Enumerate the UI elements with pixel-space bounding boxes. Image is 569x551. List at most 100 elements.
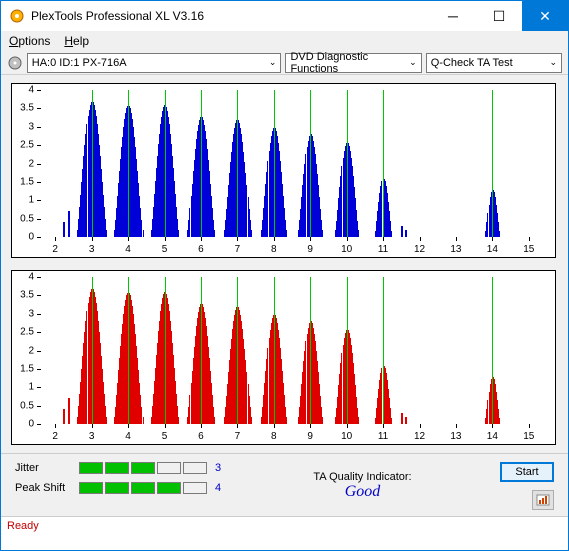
bottom-panel: Jitter 3 Peak Shift 4 TA Quality Indicat… (1, 453, 568, 516)
y-tick: 1.5 (12, 363, 34, 374)
chart-top-axes: 00.511.522.533.5423456789101112131415 (37, 90, 547, 237)
y-tick: 1 (12, 195, 34, 206)
quality-value: Good (345, 483, 381, 501)
status-text: Ready (7, 520, 39, 532)
x-tick: 9 (307, 431, 313, 442)
y-tick: 4 (12, 272, 34, 283)
x-tick: 8 (271, 431, 277, 442)
meter-box (79, 482, 103, 494)
y-tick: 4 (12, 85, 34, 96)
meter-box (157, 482, 181, 494)
vline (165, 277, 166, 424)
x-tick: 14 (487, 431, 498, 442)
x-tick: 5 (162, 431, 168, 442)
x-tick: 12 (414, 244, 425, 255)
x-tick: 8 (271, 244, 277, 255)
x-tick: 12 (414, 431, 425, 442)
meter-box (157, 462, 181, 474)
peakshift-meter: Peak Shift 4 (15, 482, 225, 494)
vline (237, 90, 238, 237)
meter-box (79, 462, 103, 474)
vline (128, 90, 129, 237)
y-tick: 1.5 (12, 176, 34, 187)
y-tick: 2.5 (12, 327, 34, 338)
vline (201, 90, 202, 237)
vline (274, 90, 275, 237)
jitter-value: 3 (215, 462, 225, 474)
x-tick: 3 (89, 244, 95, 255)
test-select-value: Q-Check TA Test (431, 57, 513, 69)
x-tick: 10 (341, 244, 352, 255)
y-tick: 0.5 (12, 400, 34, 411)
vline (237, 277, 238, 424)
y-tick: 2.5 (12, 140, 34, 151)
drive-select[interactable]: HA:0 ID:1 PX-716A ⌄ (27, 53, 282, 73)
x-tick: 2 (52, 244, 58, 255)
chevron-down-icon: ⌄ (409, 57, 417, 68)
drive-select-value: HA:0 ID:1 PX-716A (32, 57, 127, 69)
vline (310, 90, 311, 237)
x-tick: 7 (235, 431, 241, 442)
vline (128, 277, 129, 424)
x-tick: 6 (198, 431, 204, 442)
vline (92, 277, 93, 424)
x-tick: 7 (235, 244, 241, 255)
vline (201, 277, 202, 424)
start-button[interactable]: Start (500, 462, 554, 482)
vline (347, 277, 348, 424)
vline (274, 277, 275, 424)
copy-chart-button[interactable] (532, 490, 554, 510)
statusbar: Ready (1, 516, 568, 534)
menu-help[interactable]: Help (64, 34, 89, 48)
peakshift-value: 4 (215, 482, 225, 494)
vline (383, 277, 384, 424)
x-tick: 2 (52, 431, 58, 442)
window-title: PlexTools Professional XL V3.16 (31, 9, 430, 23)
chart-top: 00.511.522.533.5423456789101112131415 (11, 83, 556, 258)
x-tick: 6 (198, 244, 204, 255)
quality-label: TA Quality Indicator: (313, 471, 411, 483)
x-tick: 3 (89, 431, 95, 442)
chart-bottom-axes: 00.511.522.533.5423456789101112131415 (37, 277, 547, 424)
charts-area: 00.511.522.533.5423456789101112131415 00… (1, 75, 568, 453)
x-tick: 14 (487, 244, 498, 255)
y-tick: 0 (12, 232, 34, 243)
function-select[interactable]: DVD Diagnostic Functions⌄ (285, 53, 421, 73)
y-tick: 2 (12, 345, 34, 356)
y-tick: 3.5 (12, 103, 34, 114)
minimize-button[interactable]: ─ (430, 1, 476, 31)
vline (347, 90, 348, 237)
vline (310, 277, 311, 424)
maximize-button[interactable]: ☐ (476, 1, 522, 31)
close-button[interactable]: ✕ (522, 1, 568, 31)
menubar: Options Help (1, 31, 568, 51)
test-select[interactable]: Q-Check TA Test ⌄ (426, 53, 562, 73)
vline (165, 90, 166, 237)
toolbar: HA:0 ID:1 PX-716A ⌄ DVD Diagnostic Functi… (1, 51, 568, 75)
y-tick: 0 (12, 419, 34, 430)
chevron-down-icon: ⌄ (269, 57, 277, 68)
meter-box (105, 462, 129, 474)
vline (92, 90, 93, 237)
y-tick: 3 (12, 308, 34, 319)
y-tick: 3 (12, 121, 34, 132)
x-tick: 13 (450, 431, 461, 442)
vline (383, 90, 384, 237)
meter-box (131, 482, 155, 494)
y-tick: 0.5 (12, 213, 34, 224)
menu-options[interactable]: Options (9, 34, 50, 48)
y-tick: 1 (12, 382, 34, 393)
jitter-label: Jitter (15, 462, 71, 474)
vline (492, 90, 493, 237)
jitter-meter: Jitter 3 (15, 462, 225, 474)
x-tick: 9 (307, 244, 313, 255)
x-tick: 15 (523, 431, 534, 442)
meter-box (183, 482, 207, 494)
y-tick: 3.5 (12, 290, 34, 301)
x-tick: 4 (125, 431, 131, 442)
meter-box (105, 482, 129, 494)
vline (492, 277, 493, 424)
chevron-down-icon: ⌄ (549, 57, 557, 68)
disc-icon (7, 55, 23, 71)
x-tick: 13 (450, 244, 461, 255)
